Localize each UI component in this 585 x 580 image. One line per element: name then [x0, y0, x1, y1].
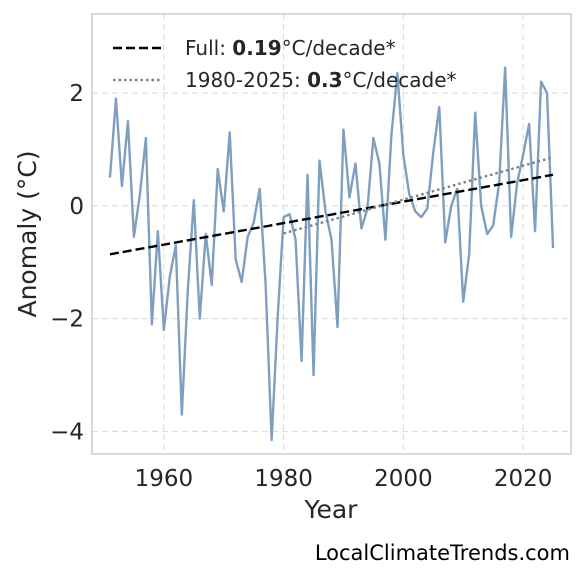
recent-trend-line: [283, 156, 554, 235]
x-tick-label: 1960: [135, 466, 194, 492]
y-tick-label: 0: [69, 194, 84, 220]
series-lines: [108, 66, 555, 442]
y-tick-label: −4: [50, 419, 84, 445]
legend: Full: 0.19°C/decade* 1980-2025: 0.3°C/de…: [113, 36, 457, 92]
x-tick-label: 2000: [374, 466, 433, 492]
x-tick-label: 1980: [254, 466, 313, 492]
credit-watermark: LocalClimateTrends.com: [315, 541, 570, 565]
x-tick-label: 2020: [494, 466, 553, 492]
y-axis-title: Anomaly (°C): [13, 150, 42, 317]
legend-label-full: Full: 0.19°C/decade*: [185, 36, 396, 60]
legend-label-recent: 1980-2025: 0.3°C/decade*: [185, 68, 457, 92]
full-trend-line: [109, 173, 554, 256]
tick-labels: 1960 1980 2000 2020 −4 −2 0 2: [50, 81, 552, 492]
x-axis-title: Year: [304, 495, 359, 524]
plot-frame: [91, 13, 572, 455]
anomaly-series-line: [108, 66, 555, 442]
y-tick-label: −2: [50, 307, 84, 333]
y-tick-label: 2: [69, 81, 84, 107]
